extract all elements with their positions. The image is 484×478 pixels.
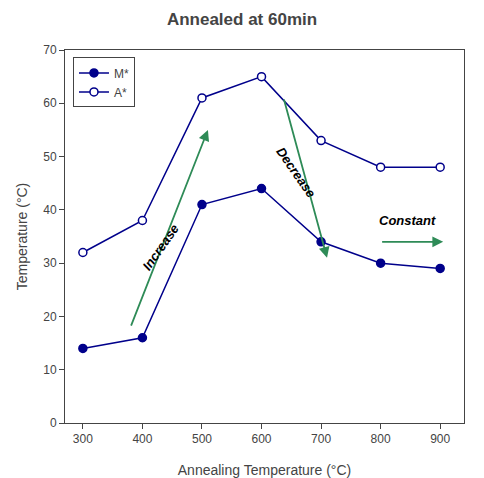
svg-text:Annealing Temperature (°C): Annealing Temperature (°C) <box>178 462 351 478</box>
svg-text:M*: M* <box>114 67 129 81</box>
svg-text:Temperature (°C): Temperature (°C) <box>14 183 30 291</box>
svg-text:600: 600 <box>252 432 272 446</box>
svg-text:Decrease: Decrease <box>273 144 318 200</box>
svg-text:Annealed at 60min: Annealed at 60min <box>167 10 317 29</box>
svg-text:50: 50 <box>43 150 57 164</box>
svg-text:900: 900 <box>430 432 450 446</box>
svg-text:0: 0 <box>50 416 57 430</box>
svg-text:40: 40 <box>43 203 57 217</box>
svg-text:60: 60 <box>43 96 57 110</box>
svg-text:700: 700 <box>311 432 331 446</box>
svg-text:500: 500 <box>192 432 212 446</box>
svg-text:300: 300 <box>73 432 93 446</box>
svg-text:800: 800 <box>371 432 391 446</box>
svg-text:400: 400 <box>132 432 152 446</box>
svg-text:20: 20 <box>43 310 57 324</box>
svg-text:30: 30 <box>43 256 57 270</box>
svg-text:Increase: Increase <box>139 221 182 273</box>
svg-text:10: 10 <box>43 363 57 377</box>
svg-text:70: 70 <box>43 43 57 57</box>
svg-text:A*: A* <box>114 86 127 100</box>
svg-text:Constant: Constant <box>379 213 436 228</box>
